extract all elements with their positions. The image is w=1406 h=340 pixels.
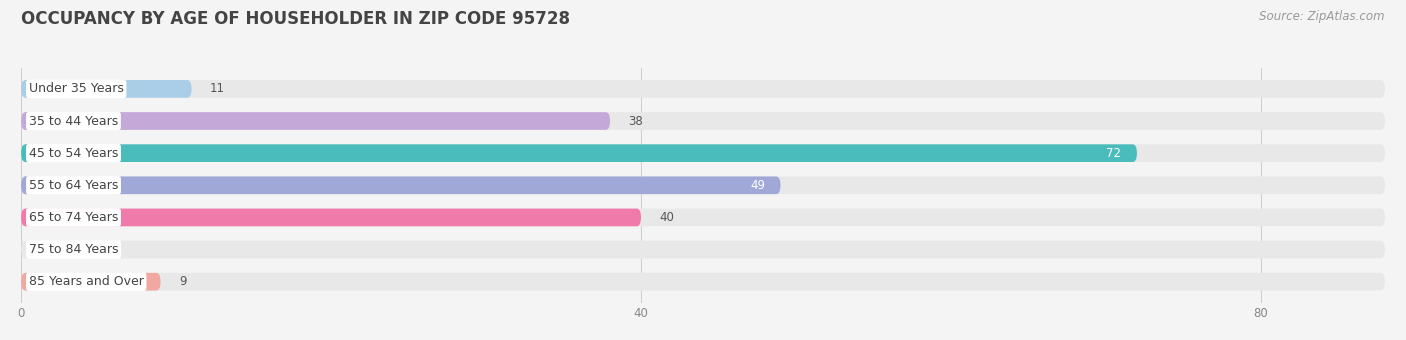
Text: 40: 40 [659,211,675,224]
FancyBboxPatch shape [21,209,1385,226]
FancyBboxPatch shape [21,209,641,226]
Text: 11: 11 [209,82,225,96]
FancyBboxPatch shape [21,176,1385,194]
FancyBboxPatch shape [21,80,1385,98]
Text: 45 to 54 Years: 45 to 54 Years [30,147,118,160]
FancyBboxPatch shape [21,80,191,98]
FancyBboxPatch shape [21,273,160,291]
FancyBboxPatch shape [21,176,780,194]
Text: Under 35 Years: Under 35 Years [30,82,124,96]
FancyBboxPatch shape [21,144,1137,162]
Text: 72: 72 [1107,147,1122,160]
Text: 75 to 84 Years: 75 to 84 Years [30,243,118,256]
Text: 35 to 44 Years: 35 to 44 Years [30,115,118,128]
Text: 55 to 64 Years: 55 to 64 Years [30,179,118,192]
FancyBboxPatch shape [21,241,1385,258]
Text: 9: 9 [179,275,187,288]
FancyBboxPatch shape [21,273,1385,291]
Text: Source: ZipAtlas.com: Source: ZipAtlas.com [1260,10,1385,23]
Text: 49: 49 [749,179,765,192]
FancyBboxPatch shape [21,112,1385,130]
Text: 38: 38 [628,115,644,128]
FancyBboxPatch shape [21,112,610,130]
Text: 0: 0 [39,243,46,256]
Text: OCCUPANCY BY AGE OF HOUSEHOLDER IN ZIP CODE 95728: OCCUPANCY BY AGE OF HOUSEHOLDER IN ZIP C… [21,10,569,28]
FancyBboxPatch shape [21,144,1385,162]
Text: 85 Years and Over: 85 Years and Over [30,275,143,288]
Text: 65 to 74 Years: 65 to 74 Years [30,211,118,224]
